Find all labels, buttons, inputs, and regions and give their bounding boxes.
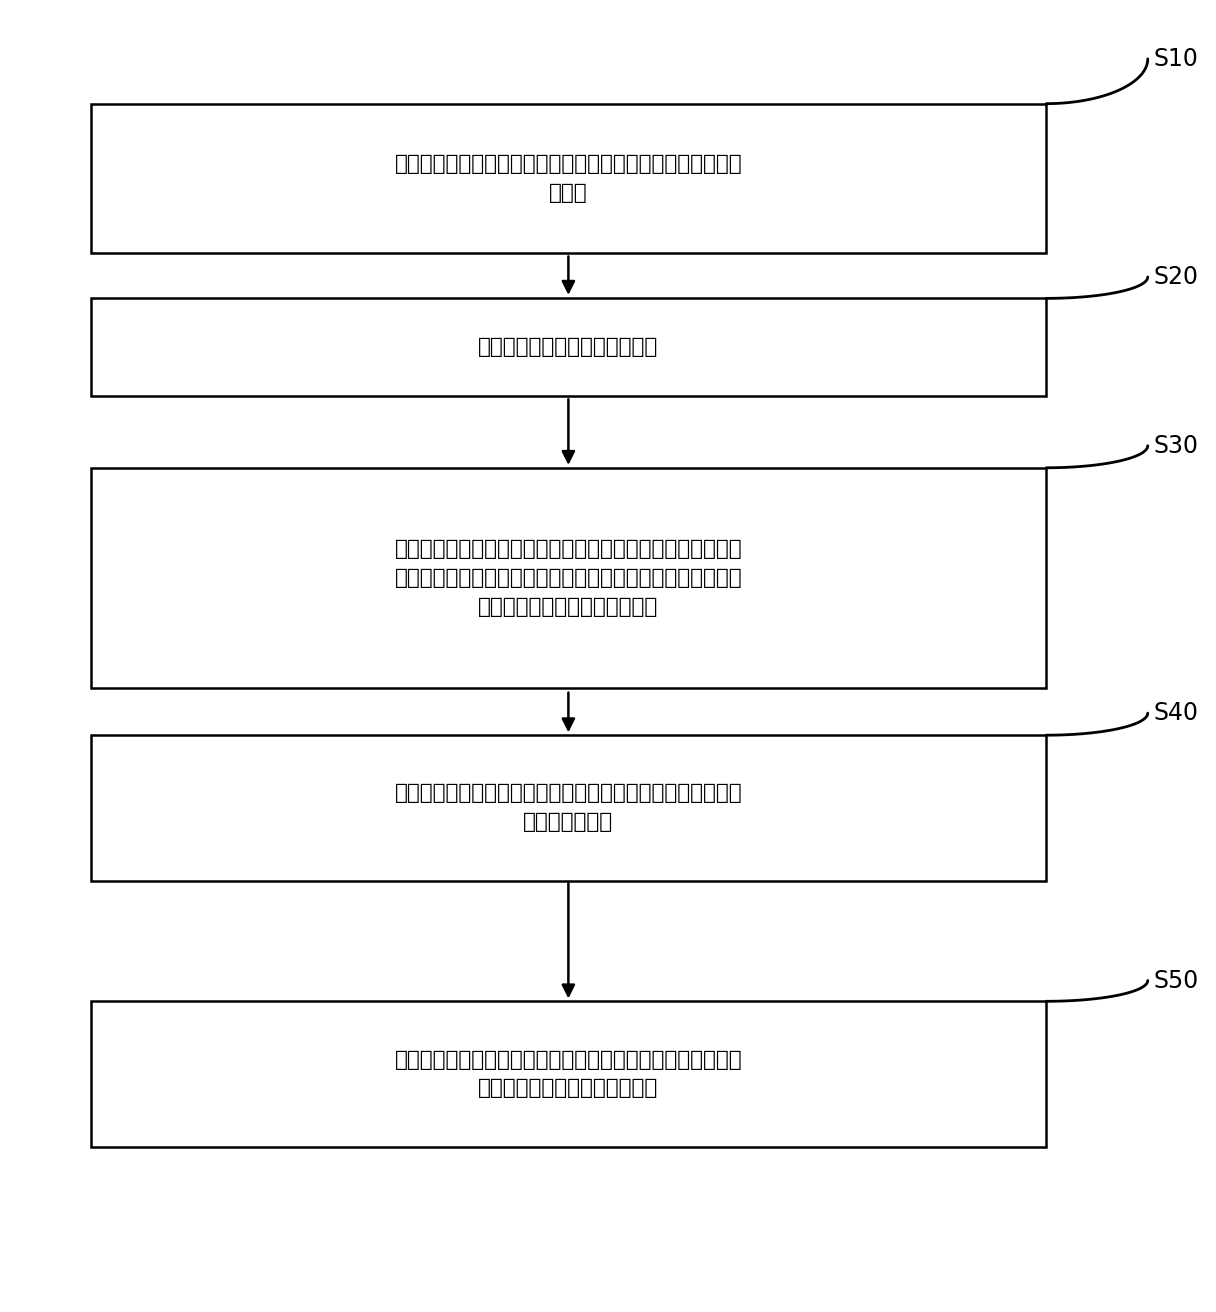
Text: S30: S30: [1154, 434, 1199, 458]
Text: 获取每个单元的电导率张量和磁导率张量，其中，所述异常体
区域内的电导率和磁导率与所述计算区域中除所述异常体区域
之外区域的电导率和磁导率不同: 获取每个单元的电导率张量和磁导率张量，其中，所述异常体 区域内的电导率和磁导率与…: [394, 539, 742, 617]
Text: 确定计算区域，其中，所述计算区域中包括表征异常体的异常
体区域: 确定计算区域，其中，所述计算区域中包括表征异常体的异常 体区域: [394, 154, 742, 202]
Bar: [90, 298, 1046, 396]
Text: 根据每个单元的电导率张量和磁导率张量，确定出所述模拟区
域的电场和磁场: 根据每个单元的电导率张量和磁导率张量，确定出所述模拟区 域的电场和磁场: [394, 783, 742, 832]
Bar: [90, 1001, 1046, 1147]
Text: S50: S50: [1154, 968, 1199, 992]
Bar: [90, 468, 1046, 689]
Bar: [90, 735, 1046, 880]
Bar: [90, 104, 1046, 253]
Text: 基于所述计算区域内每个单元的电场和磁场，确定出所述计算
区域内地表处的视电阻率及相位: 基于所述计算区域内每个单元的电场和磁场，确定出所述计算 区域内地表处的视电阻率及…: [394, 1050, 742, 1098]
Text: S10: S10: [1154, 47, 1199, 71]
Text: S20: S20: [1154, 265, 1199, 289]
Text: 将所述计算区域剖分为多个单元: 将所述计算区域剖分为多个单元: [478, 337, 659, 357]
Text: S40: S40: [1154, 701, 1199, 726]
